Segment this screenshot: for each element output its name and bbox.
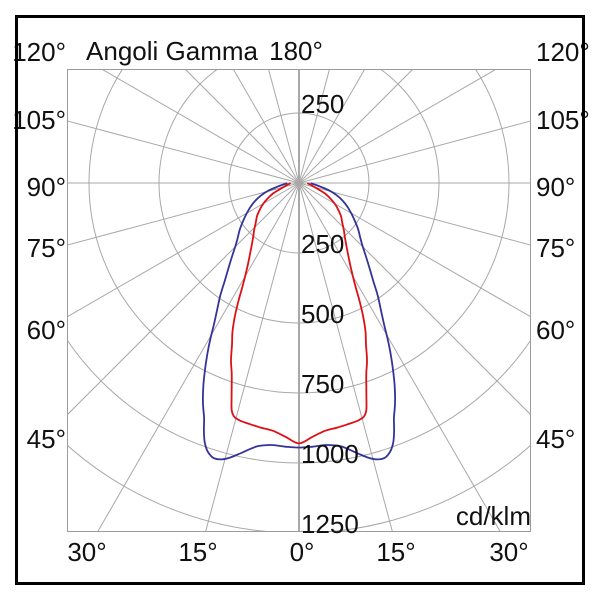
chart-title: Angoli Gamma xyxy=(86,36,258,66)
blue-curve xyxy=(201,182,397,461)
angle-label-bottom-0: 0° xyxy=(289,537,315,567)
angle-label-right-105: 105° xyxy=(536,105,590,135)
ring-label-500: 500 xyxy=(301,299,345,329)
angle-label-left-45: 45° xyxy=(26,424,66,454)
angle-label-left-90: 90° xyxy=(26,172,66,202)
angle-label-right-90: 90° xyxy=(536,172,576,202)
angle-label-left-75: 75° xyxy=(26,233,66,263)
angle-label-120-top-left: 120° xyxy=(12,37,66,67)
ring-label-1000: 1000 xyxy=(301,439,359,469)
plot-frame xyxy=(67,69,531,532)
unit-label: cd/klm xyxy=(455,501,531,531)
red-curve xyxy=(230,182,368,445)
angle-label-left-105: 105° xyxy=(12,105,66,135)
angle-label-bottom-15-right: 15° xyxy=(376,537,416,567)
angle-label-bottom-15-left: 15° xyxy=(178,537,218,567)
angle-label-bottom-30-right: 30° xyxy=(489,537,529,567)
ring-label-250: 250 xyxy=(301,229,345,259)
angle-label-right-75: 75° xyxy=(536,233,576,263)
angle-label-180-top: 180° xyxy=(269,36,323,66)
intensity-curves xyxy=(201,182,397,461)
ring-label-1250: 1250 xyxy=(301,509,359,539)
angle-label-120-top-right: 120° xyxy=(536,37,590,67)
angle-label-right-60: 60° xyxy=(536,315,576,345)
angle-label-left-60: 60° xyxy=(26,315,66,345)
angle-label-bottom-30-left: 30° xyxy=(67,537,107,567)
angle-label-right-45: 45° xyxy=(536,424,576,454)
ring-label-250-upper: 250 xyxy=(301,89,345,119)
ring-label-750: 750 xyxy=(301,369,345,399)
